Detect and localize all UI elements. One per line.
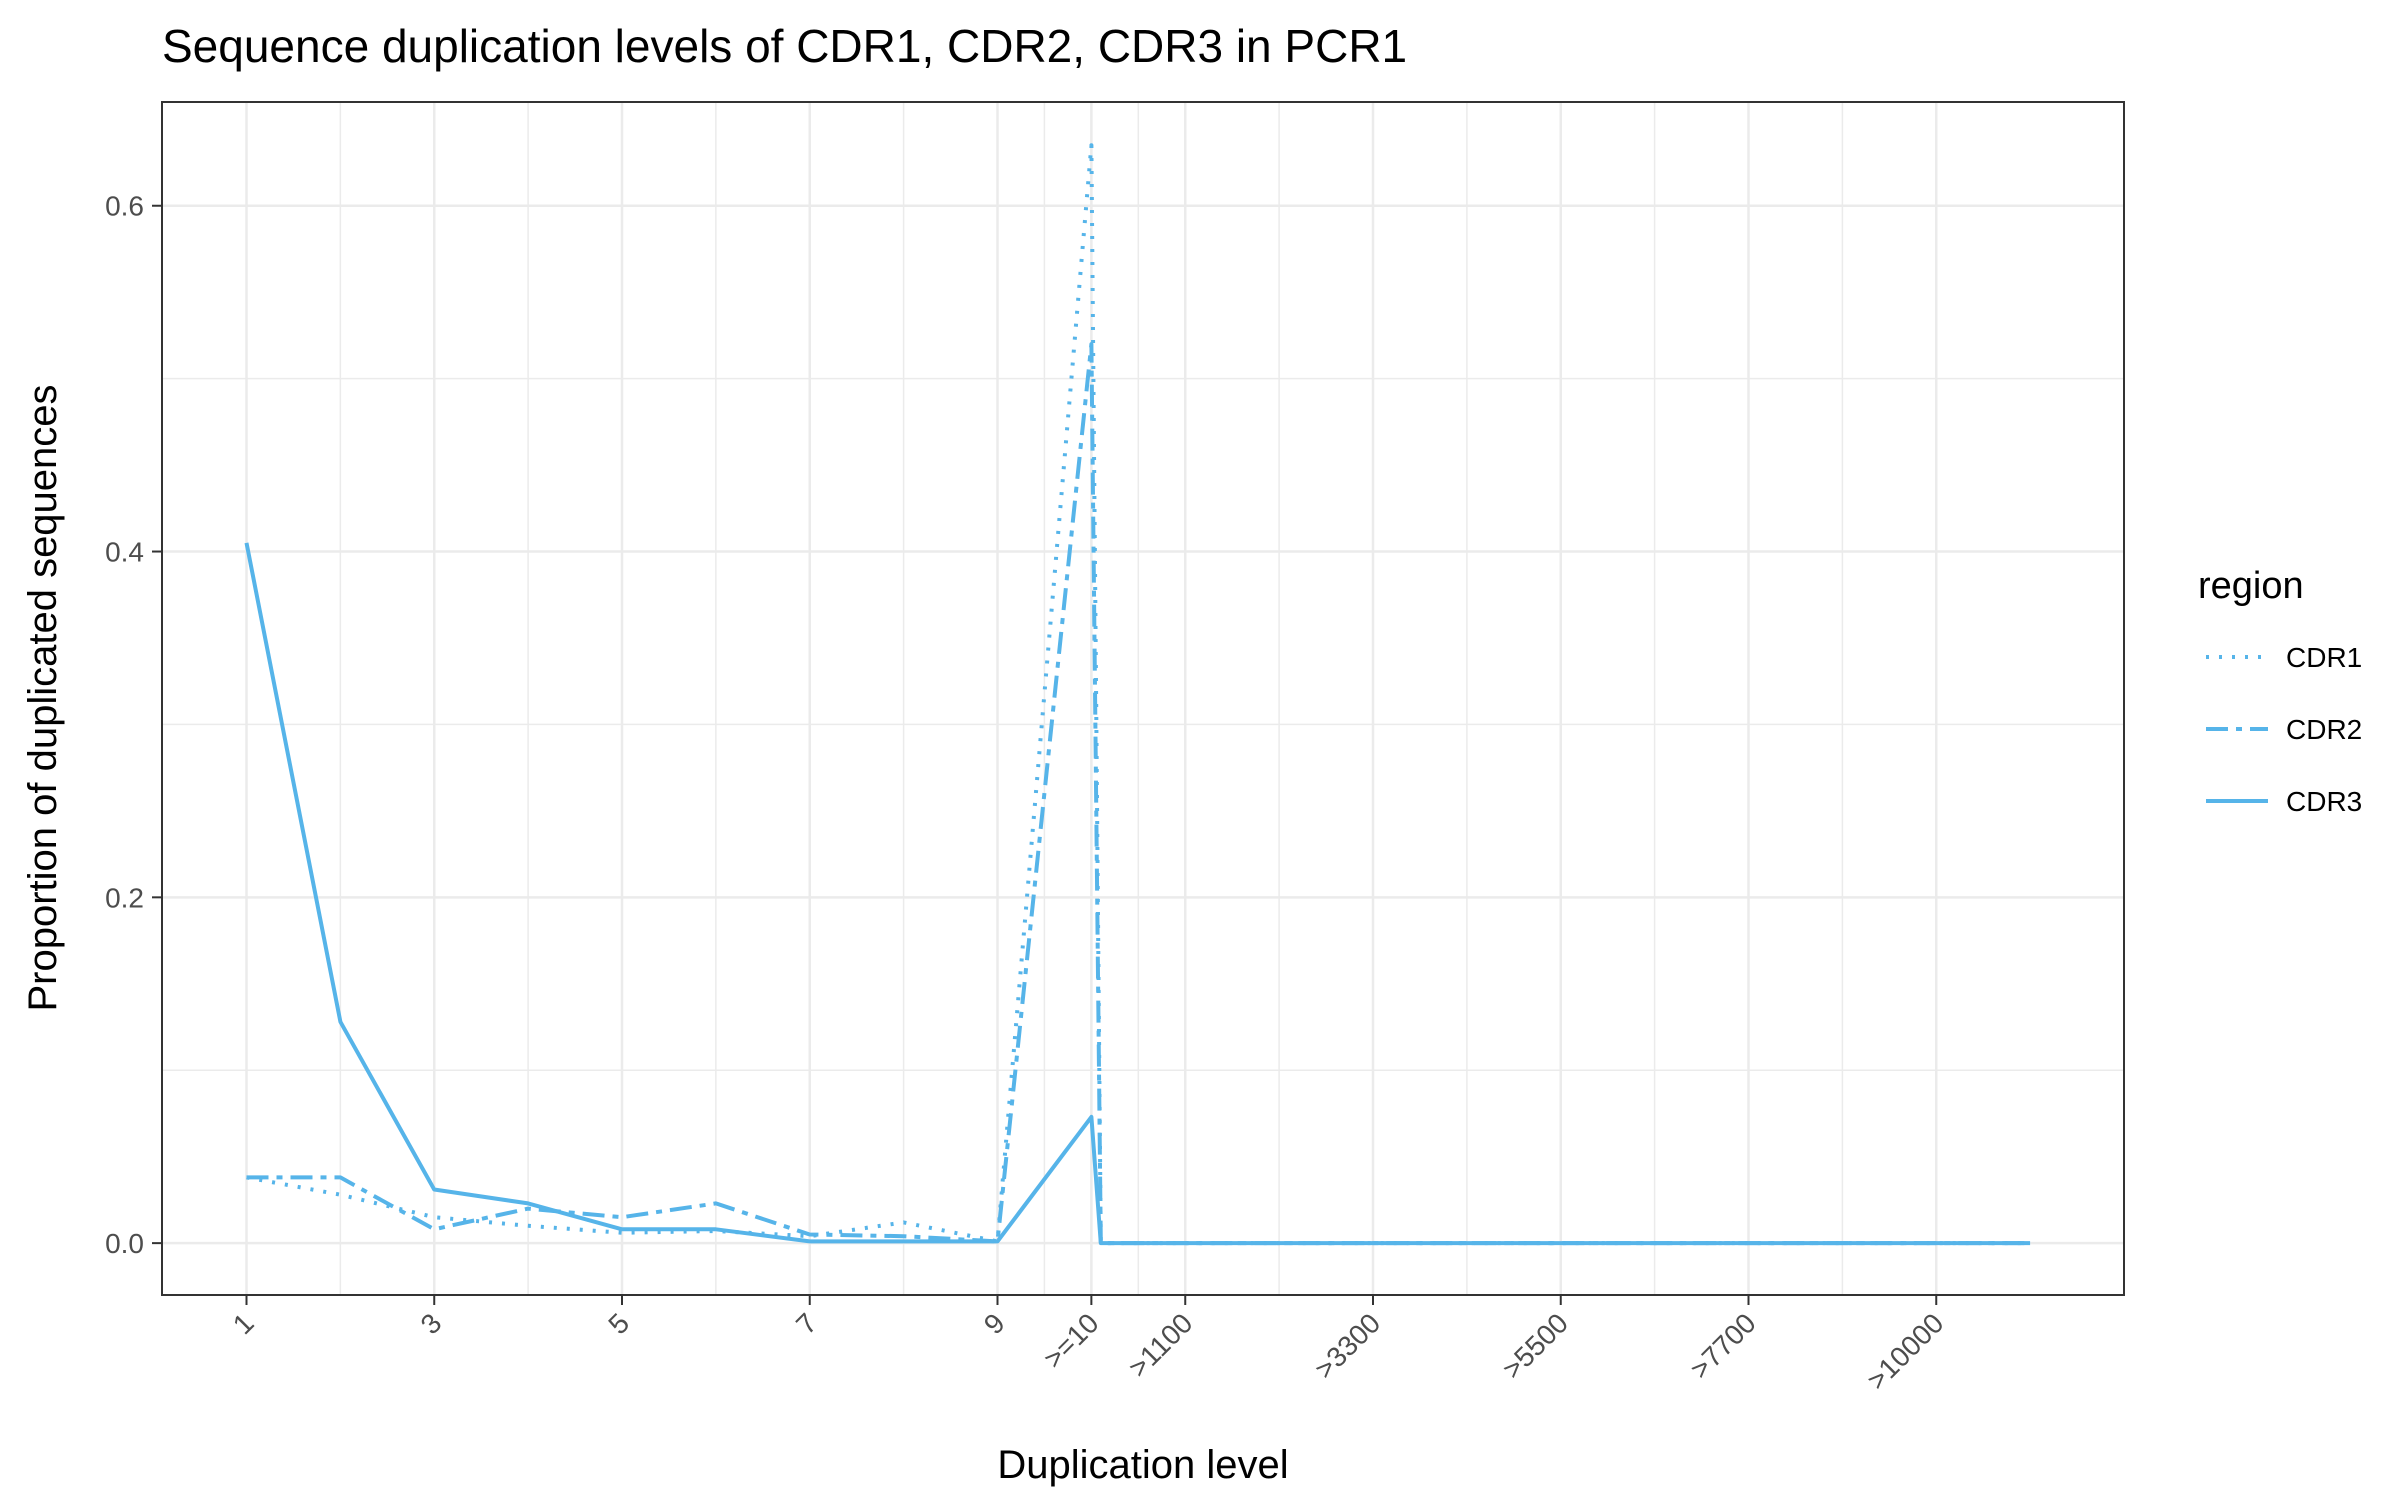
legend-label-cdr3: CDR3 bbox=[2286, 786, 2362, 817]
grid-minor bbox=[162, 102, 2124, 1295]
x-tick-label: 5 bbox=[602, 1307, 635, 1340]
legend-label-cdr2: CDR2 bbox=[2286, 714, 2362, 745]
x-tick-label: >=10 bbox=[1038, 1307, 1105, 1374]
x-tick-label: >3300 bbox=[1309, 1307, 1387, 1385]
x-tick-label: >5500 bbox=[1496, 1307, 1574, 1385]
x-tick-label: 7 bbox=[790, 1307, 823, 1340]
y-tick-label: 0.4 bbox=[105, 537, 144, 568]
series-layer bbox=[244, 143, 2031, 1246]
chart-title: Sequence duplication levels of CDR1, CDR… bbox=[162, 20, 1407, 72]
plot-border bbox=[161, 101, 2125, 1296]
x-tick-label: 1 bbox=[227, 1307, 260, 1340]
y-tick-label: 0.2 bbox=[105, 882, 144, 913]
y-tick-label: 0.0 bbox=[105, 1228, 144, 1259]
y-axis: 0.0 0.2 0.4 0.6 bbox=[105, 191, 162, 1259]
x-axis: 1 3 5 7 9 >=10 >1100 >3300 >5500 >7700 >10000 bbox=[227, 1295, 1950, 1396]
x-tick-label: >7700 bbox=[1684, 1307, 1762, 1385]
y-axis-title: Proportion of duplicated sequences bbox=[21, 384, 65, 1011]
x-tick-label: 3 bbox=[415, 1307, 448, 1340]
x-axis-title: Duplication level bbox=[997, 1443, 1288, 1487]
x-tick-label: >10000 bbox=[1861, 1307, 1950, 1396]
x-tick-label: >1100 bbox=[1122, 1307, 1198, 1383]
series-line-cdr3 bbox=[244, 542, 2031, 1246]
x-tick-label: 9 bbox=[978, 1307, 1011, 1340]
legend-label-cdr1: CDR1 bbox=[2286, 642, 2362, 673]
legend-title: region bbox=[2198, 565, 2304, 607]
legend: region CDR1 CDR2 CDR3 bbox=[2198, 565, 2362, 817]
plot-panel bbox=[162, 102, 2124, 1295]
y-tick-label: 0.6 bbox=[105, 191, 144, 222]
